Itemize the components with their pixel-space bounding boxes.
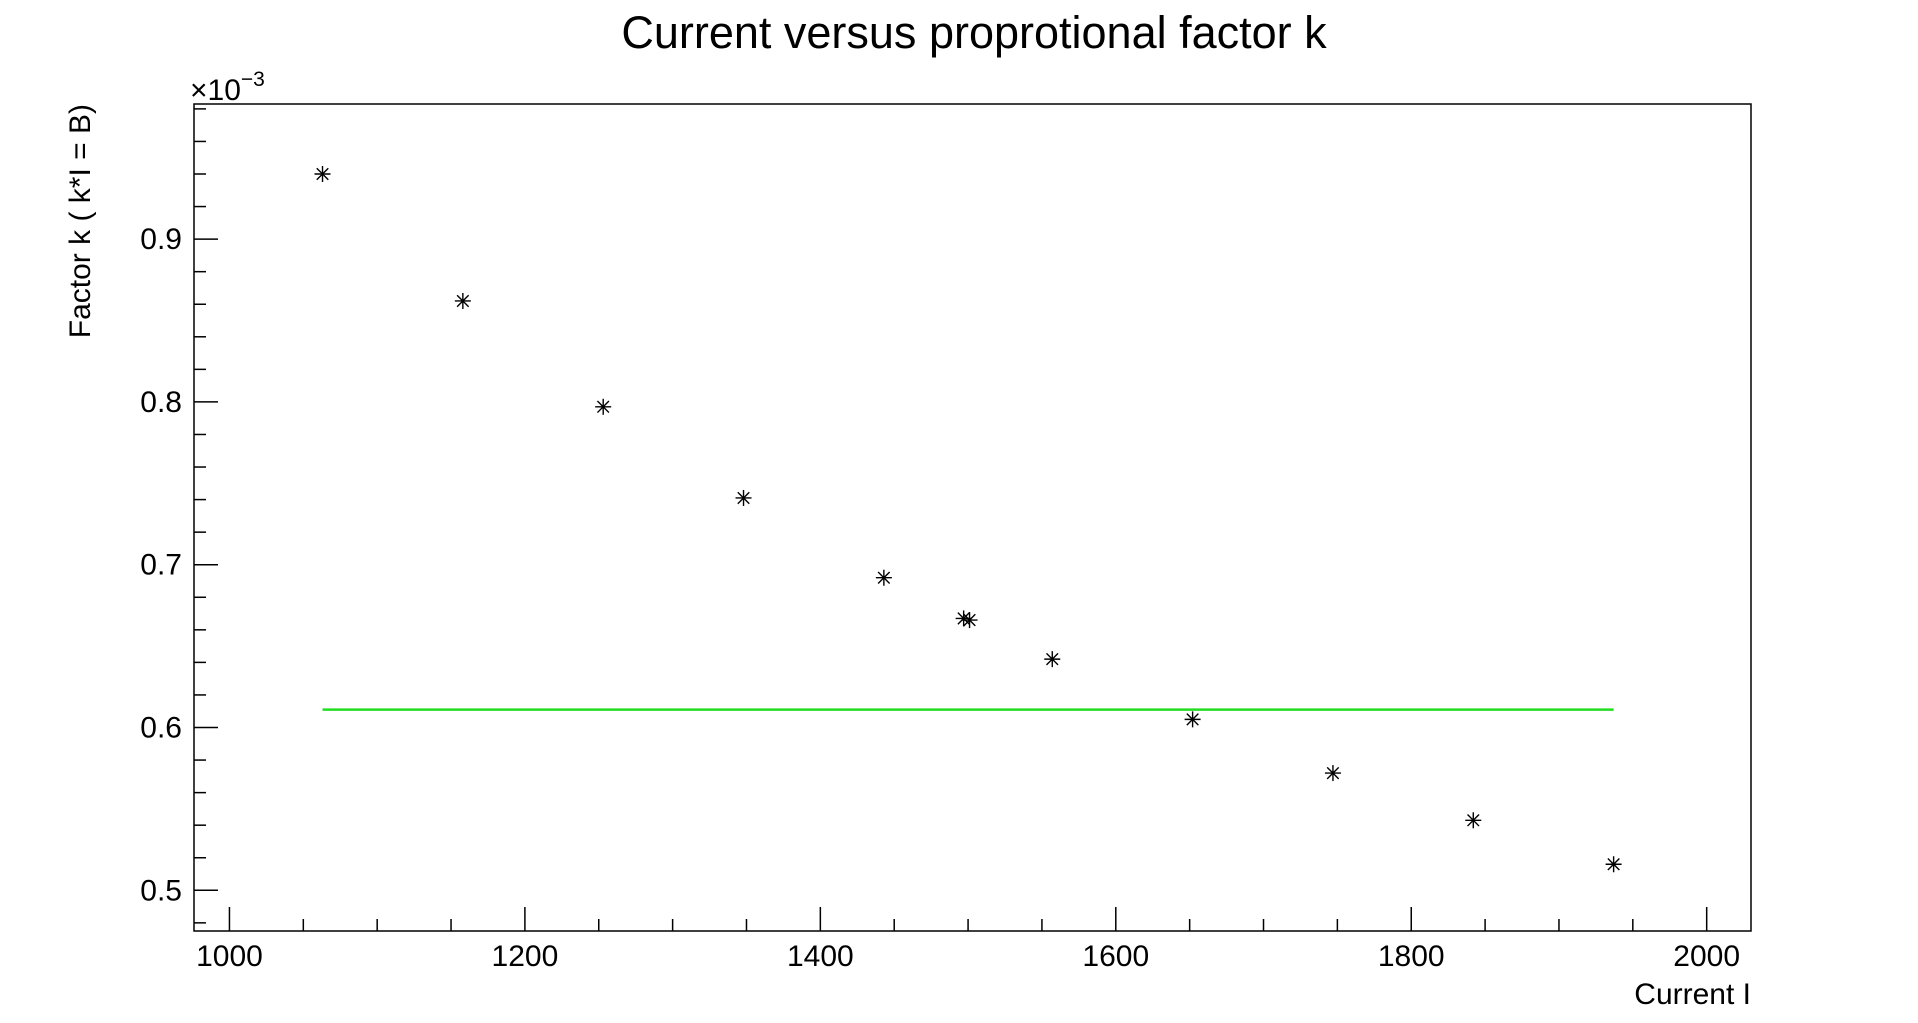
data-point (1465, 812, 1482, 829)
y-axis-multiplier: ×10−3 (190, 68, 265, 107)
y-tick-label: 0.9 (140, 223, 182, 256)
y-axis-label: Factor k ( k*I = B) (64, 104, 97, 338)
data-point (595, 398, 612, 415)
plot-frame (193, 103, 1752, 932)
y-tick-label: 0.8 (140, 386, 182, 419)
data-points (314, 166, 1622, 873)
x-tick-label: 1600 (1082, 940, 1149, 973)
x-tick-label: 1800 (1378, 940, 1445, 973)
y-multiplier-exponent: −3 (241, 68, 265, 91)
data-point (1184, 711, 1201, 728)
x-axis-tick-labels: 1000 1200 1400 1600 1800 2000 (196, 940, 1740, 973)
x-axis-label: Current I (1634, 978, 1751, 1011)
data-point (1324, 765, 1341, 782)
x-tick-label: 2000 (1673, 940, 1740, 973)
data-point (1044, 651, 1061, 668)
svg-text:×10−3: ×10−3 (190, 68, 265, 107)
y-tick-label: 0.5 (140, 874, 182, 907)
y-tick-label: 0.6 (140, 712, 182, 745)
y-tick-label: 0.7 (140, 549, 182, 582)
y-axis-tick-labels: 0.5 0.6 0.7 0.8 0.9 (140, 223, 182, 907)
data-point (735, 489, 752, 506)
data-point (875, 569, 892, 586)
data-point (961, 612, 978, 629)
chart-title: Current versus proprotional factor k (621, 7, 1327, 58)
data-point (314, 166, 331, 183)
data-point (1605, 856, 1622, 873)
y-axis-ticks (194, 108, 218, 924)
data-point (454, 292, 471, 309)
x-tick-label: 1000 (196, 940, 263, 973)
x-axis-ticks (228, 907, 1708, 931)
y-multiplier-base: ×10 (190, 74, 241, 107)
x-tick-label: 1400 (787, 940, 854, 973)
x-tick-label: 1200 (492, 940, 559, 973)
